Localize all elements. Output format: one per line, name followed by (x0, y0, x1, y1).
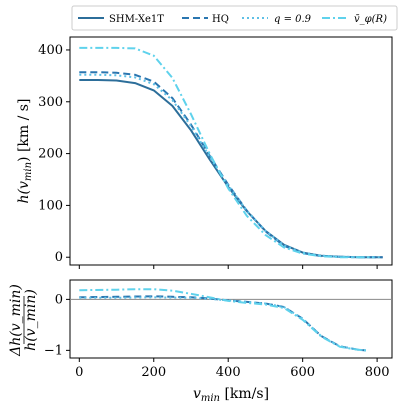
top-plot-frame (69, 36, 393, 266)
top-line-q-0-9 (79, 73, 383, 259)
top-y-tick-label-0: 0 (55, 250, 63, 265)
legend-label-hq: HQ (212, 14, 229, 25)
legend-frame (71, 5, 398, 31)
top-line-v-r (79, 46, 374, 259)
bottom-x-tick-label-600: 600 (290, 365, 315, 380)
top-line-shm-xe1t (79, 79, 383, 259)
top-x-ticks (78, 265, 378, 269)
top-series-lines (79, 46, 383, 259)
x-axis-label: vmin [km/s] (193, 386, 269, 404)
bottom-y-axis-label: Δh(v_min) h(v_min) (8, 284, 39, 357)
ratio-numerator: Δh(v_min) (8, 284, 24, 357)
bottom-x-tick-label-200: 200 (141, 365, 166, 380)
legend-label-shm: SHM-Xe1T (109, 14, 164, 25)
bottom-line-v-r (79, 288, 366, 352)
bottom-x-tick-label-800: 800 (365, 365, 390, 380)
top-line-hq (79, 71, 383, 259)
legend-label-vphi: v̄_φ(R) (354, 14, 387, 25)
top-y-tick-label-100: 100 (38, 198, 63, 213)
bottom-x-tick-label-400: 400 (216, 365, 241, 380)
top-panel: 0 100 200 300 400 h(vmin) [km / s] (16, 36, 393, 269)
top-y-tick-label-400: 400 (38, 43, 63, 58)
bottom-panel: −1 0 0 200 400 600 800 Δh(v_min) h(v_min) vmi… (8, 279, 393, 404)
top-y-axis-label: h(vmin) [km / s] (16, 99, 34, 204)
bottom-x-ticks: 0 200 400 600 800 (75, 358, 390, 380)
top-y-tick-label-200: 200 (38, 147, 63, 162)
bottom-x-tick-label-0: 0 (75, 365, 83, 380)
top-y-ticks: 0 100 200 300 400 (38, 43, 70, 265)
top-y-tick-label-300: 300 (38, 95, 63, 110)
legend-label-q: q = 0.9 (274, 14, 312, 25)
bottom-line-q-0-9 (79, 296, 366, 352)
bottom-y-ticks: −1 0 (44, 292, 70, 358)
bottom-line-hq (79, 295, 366, 352)
bottom-series-lines (79, 288, 366, 352)
bottom-y-tick-label-1: 0 (55, 292, 63, 307)
ratio-denominator: h(v_min) (23, 289, 39, 351)
bottom-y-tick-label-0: −1 (44, 343, 63, 358)
legend: SHM-Xe1T HQ q = 0.9 v̄_φ(R) (71, 5, 398, 31)
bottom-plot-frame (69, 279, 393, 359)
